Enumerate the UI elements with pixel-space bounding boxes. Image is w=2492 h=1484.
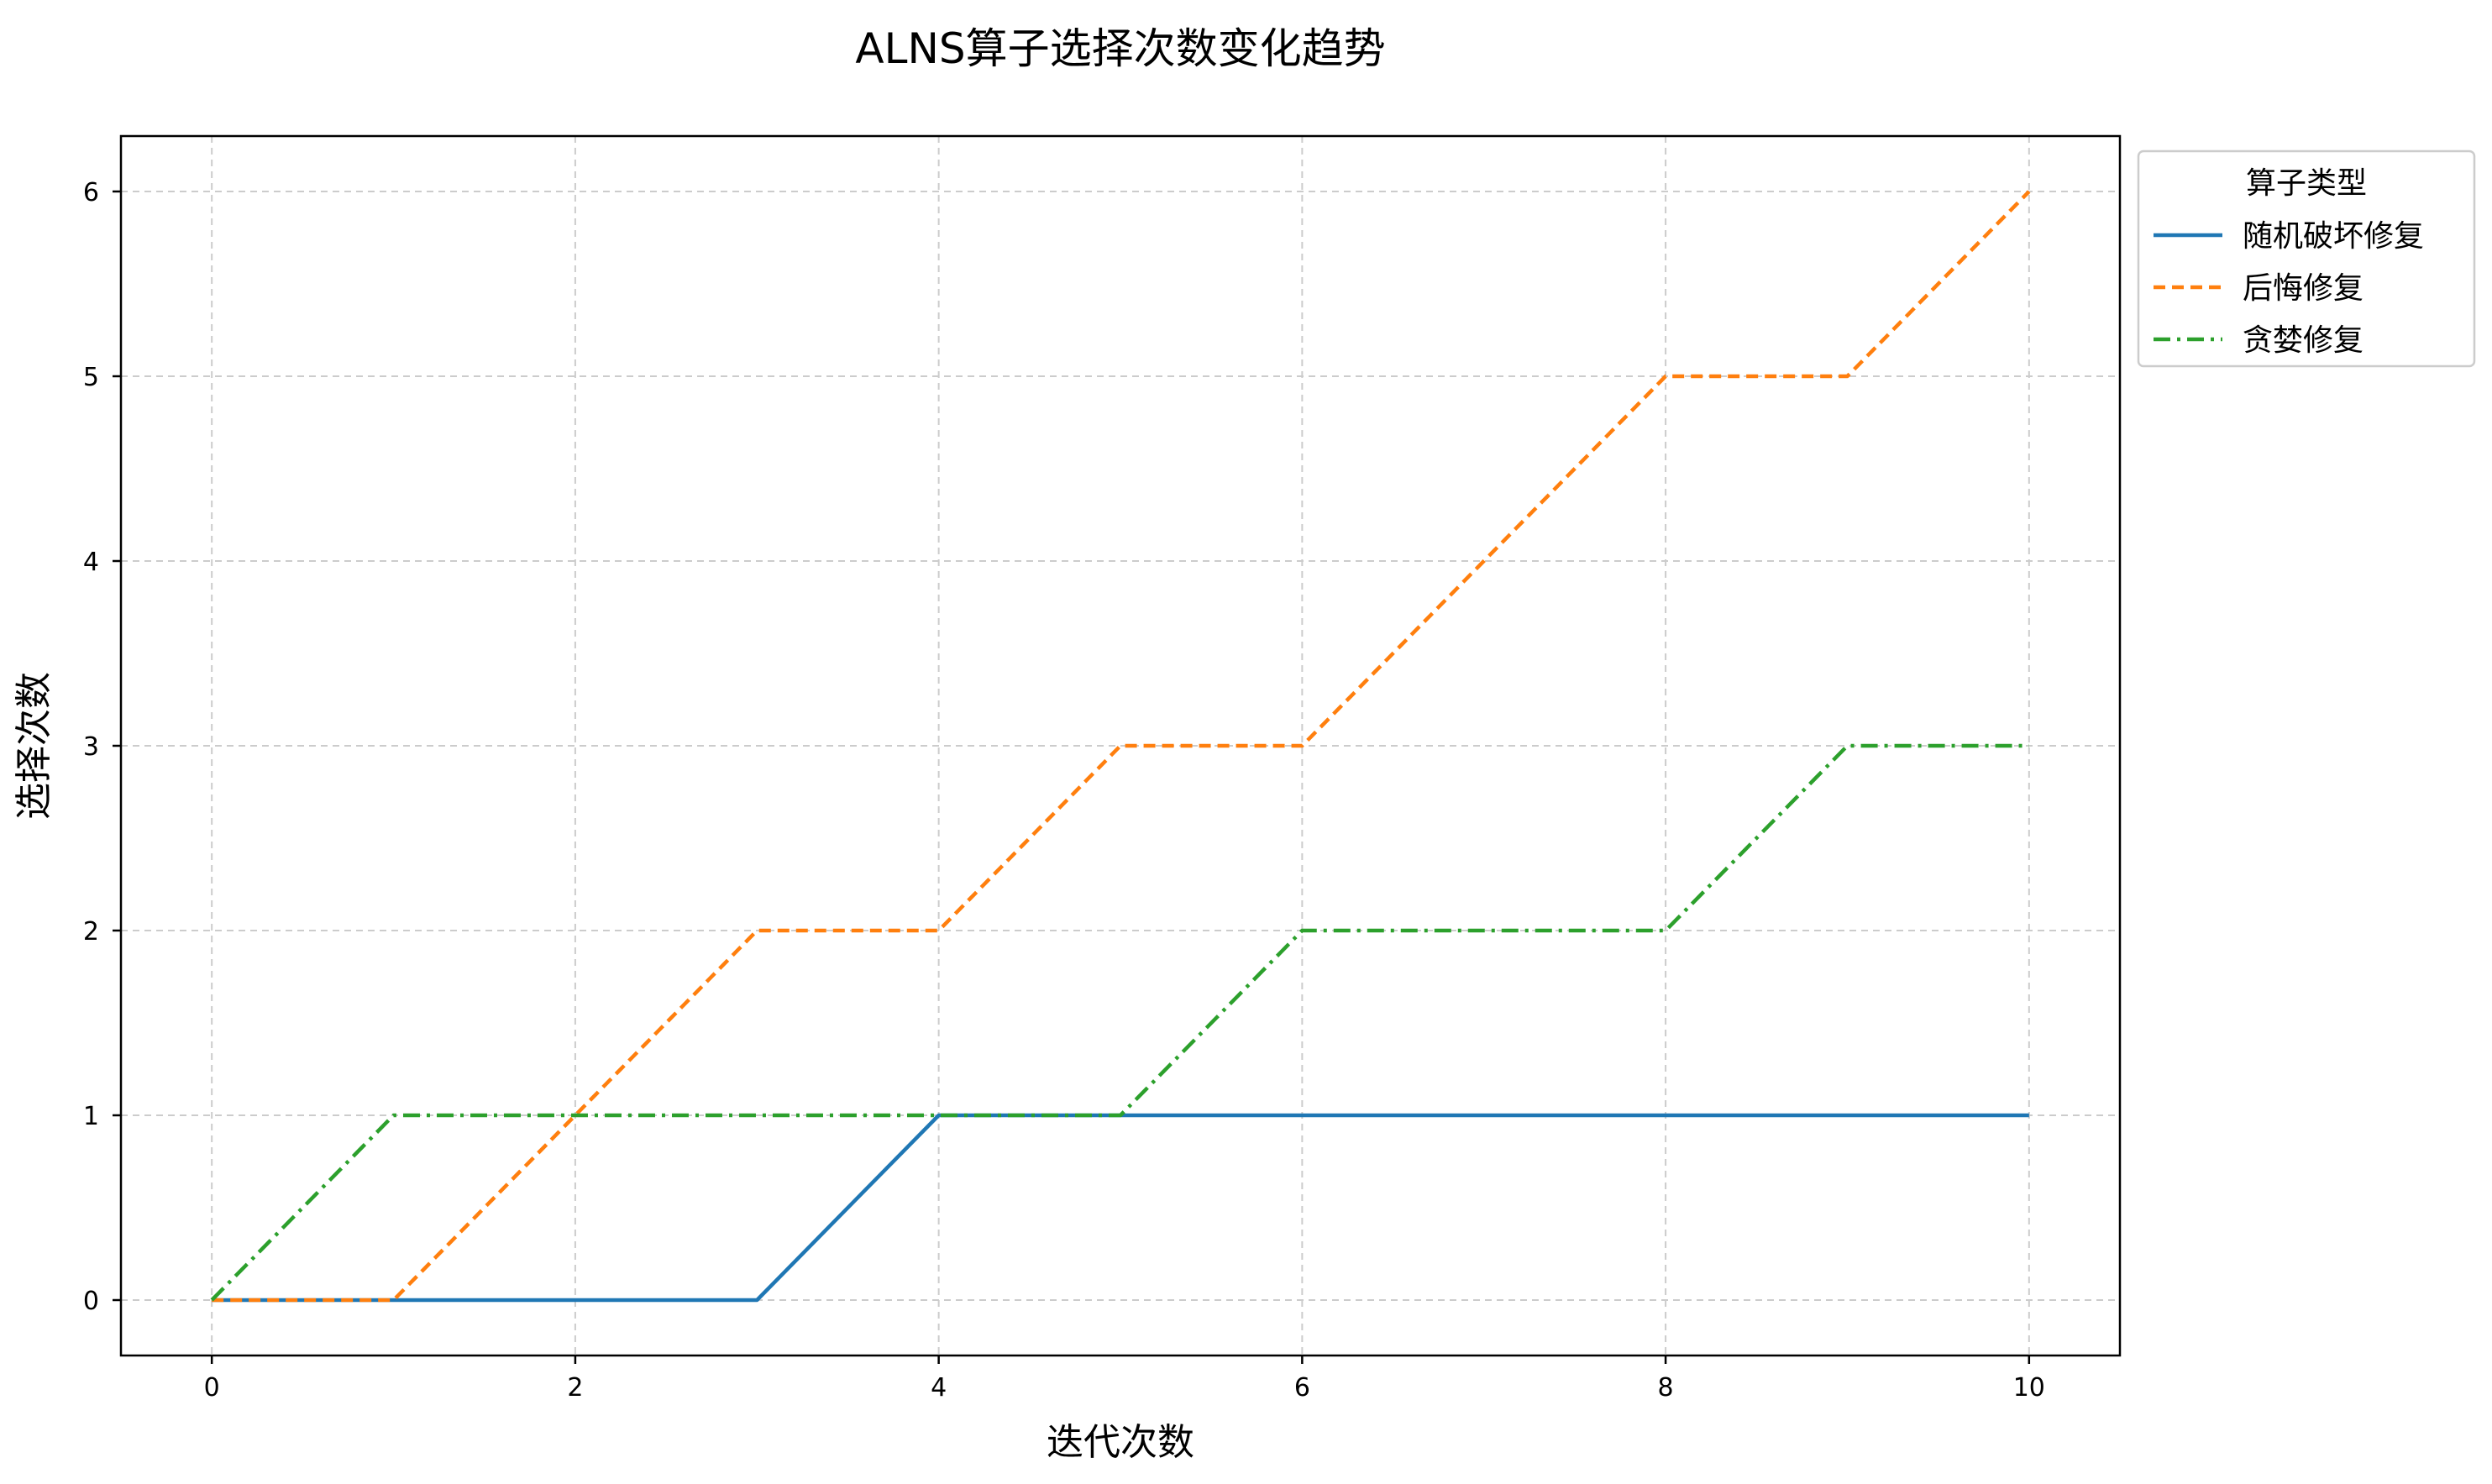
series-lines <box>210 190 2031 1303</box>
y-tick-label: 3 <box>83 732 99 762</box>
series-line <box>212 1113 2029 1303</box>
y-axis-title: 选择次数 <box>13 672 55 820</box>
chart-title: ALNS算子选择次数变化趋势 <box>855 24 1385 73</box>
x-tick-label: 2 <box>567 1373 583 1403</box>
x-tick-label: 4 <box>931 1373 947 1403</box>
y-tick-label: 6 <box>83 178 99 207</box>
y-tick-label: 1 <box>83 1102 99 1131</box>
grid <box>121 136 2120 1356</box>
y-tick-label: 4 <box>83 548 99 577</box>
x-tick-label: 6 <box>1294 1373 1310 1403</box>
y-tick-label: 0 <box>83 1287 99 1316</box>
x-axis-title: 迭代次数 <box>1047 1421 1194 1464</box>
legend-title: 算子类型 <box>2246 166 2367 201</box>
x-tick-label: 10 <box>2013 1373 2045 1403</box>
series-line <box>212 190 2031 1303</box>
legend-label: 后悔修复 <box>2243 271 2363 306</box>
x-tick-label: 0 <box>204 1373 220 1403</box>
legend-label: 随机破坏修复 <box>2243 219 2424 254</box>
y-tick-label: 2 <box>83 917 99 947</box>
legend-label: 贪婪修复 <box>2243 323 2363 358</box>
series-line <box>210 743 2029 1302</box>
x-tick-label: 8 <box>1658 1373 1674 1403</box>
y-tick-label: 5 <box>83 363 99 392</box>
legend-box <box>2137 149 2476 368</box>
axis-ticks: 0 2 4 6 8 10 0 1 2 3 4 5 6 <box>83 178 2045 1403</box>
